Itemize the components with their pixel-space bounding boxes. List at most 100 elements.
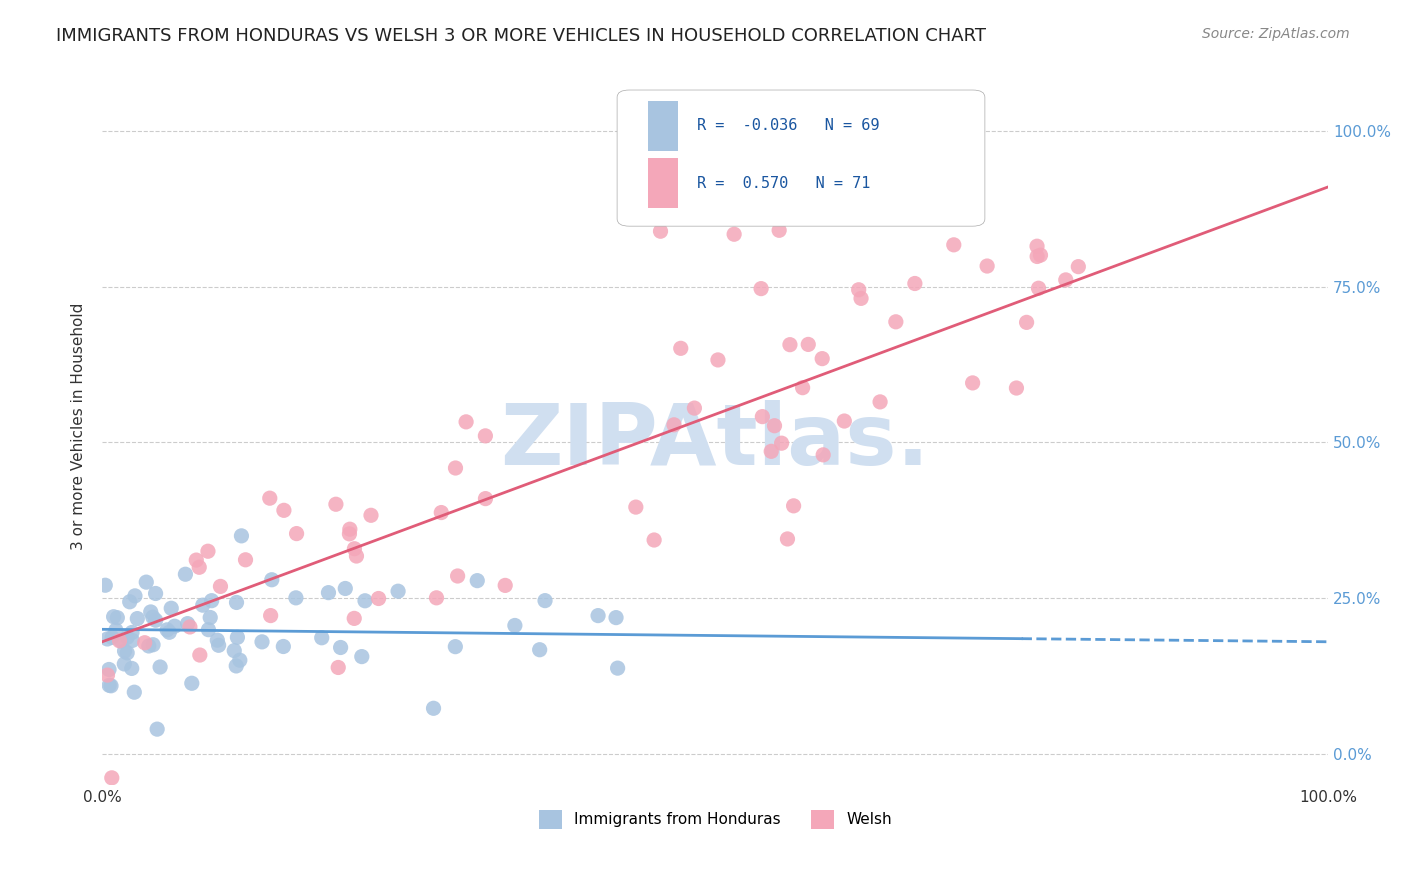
- FancyBboxPatch shape: [648, 158, 679, 208]
- Point: [188, 560, 211, 574]
- Point: [224, 643, 246, 657]
- Point: [335, 582, 357, 596]
- Point: [250, 635, 273, 649]
- Point: [146, 722, 169, 736]
- Point: [387, 584, 409, 599]
- Point: [669, 341, 692, 355]
- Text: Source: ZipAtlas.com: Source: ZipAtlas.com: [1202, 27, 1350, 41]
- Point: [797, 337, 820, 351]
- Point: [186, 553, 208, 567]
- Point: [770, 436, 793, 450]
- Point: [96, 668, 118, 682]
- Point: [225, 659, 247, 673]
- Point: [474, 429, 496, 443]
- Point: [529, 642, 551, 657]
- Point: [273, 640, 295, 654]
- Point: [134, 636, 156, 650]
- Point: [145, 613, 167, 627]
- Point: [1026, 250, 1049, 264]
- Point: [207, 638, 229, 652]
- Point: [284, 591, 307, 605]
- Point: [446, 569, 468, 583]
- Point: [197, 544, 219, 558]
- Point: [200, 610, 222, 624]
- FancyBboxPatch shape: [648, 101, 679, 151]
- Point: [1067, 260, 1090, 274]
- Point: [229, 653, 252, 667]
- Point: [465, 574, 488, 588]
- Y-axis label: 3 or more Vehicles in Household: 3 or more Vehicles in Household: [72, 303, 86, 550]
- Point: [112, 657, 135, 671]
- Point: [114, 644, 136, 658]
- Point: [1005, 381, 1028, 395]
- Point: [456, 415, 478, 429]
- Point: [328, 660, 350, 674]
- Point: [110, 634, 132, 648]
- Point: [259, 608, 281, 623]
- Point: [325, 497, 347, 511]
- Point: [474, 491, 496, 506]
- Point: [1028, 281, 1050, 295]
- Point: [96, 632, 118, 646]
- Point: [605, 610, 627, 624]
- Point: [163, 619, 186, 633]
- Point: [124, 589, 146, 603]
- Point: [138, 639, 160, 653]
- Point: [1026, 239, 1049, 253]
- Point: [1015, 315, 1038, 329]
- Point: [145, 586, 167, 600]
- Text: IMMIGRANTS FROM HONDURAS VS WELSH 3 OR MORE VEHICLES IN HOUSEHOLD CORRELATION CH: IMMIGRANTS FROM HONDURAS VS WELSH 3 OR M…: [56, 27, 986, 45]
- Point: [662, 417, 685, 432]
- Point: [135, 575, 157, 590]
- Point: [904, 277, 927, 291]
- Point: [346, 549, 368, 563]
- Point: [318, 585, 340, 599]
- Point: [127, 611, 149, 625]
- Point: [811, 351, 834, 366]
- Point: [884, 315, 907, 329]
- Point: [179, 620, 201, 634]
- Point: [1029, 248, 1052, 262]
- Text: R =  -0.036   N = 69: R = -0.036 N = 69: [697, 119, 879, 133]
- Point: [1054, 273, 1077, 287]
- Point: [360, 508, 382, 523]
- Point: [101, 771, 124, 785]
- Point: [174, 567, 197, 582]
- Point: [782, 499, 804, 513]
- Point: [98, 663, 121, 677]
- Point: [444, 461, 467, 475]
- Point: [962, 376, 984, 390]
- Legend: Immigrants from Honduras, Welsh: Immigrants from Honduras, Welsh: [533, 804, 898, 835]
- Point: [768, 223, 790, 237]
- Point: [157, 625, 180, 640]
- Point: [149, 660, 172, 674]
- Point: [124, 685, 146, 699]
- Point: [942, 237, 965, 252]
- Point: [103, 609, 125, 624]
- Point: [94, 578, 117, 592]
- Point: [339, 527, 361, 541]
- Point: [643, 533, 665, 547]
- Point: [494, 578, 516, 592]
- Point: [115, 646, 138, 660]
- Point: [100, 679, 122, 693]
- Point: [763, 418, 786, 433]
- Point: [976, 259, 998, 273]
- Point: [115, 630, 138, 644]
- Point: [503, 618, 526, 632]
- Point: [776, 532, 799, 546]
- Point: [367, 591, 389, 606]
- Point: [101, 631, 124, 645]
- Point: [98, 678, 121, 692]
- Point: [848, 283, 870, 297]
- Point: [343, 541, 366, 556]
- Point: [749, 282, 772, 296]
- Point: [285, 526, 308, 541]
- Point: [225, 595, 247, 609]
- Point: [779, 337, 801, 351]
- Point: [273, 503, 295, 517]
- Point: [121, 625, 143, 640]
- Point: [231, 529, 253, 543]
- Point: [343, 611, 366, 625]
- Point: [339, 522, 361, 536]
